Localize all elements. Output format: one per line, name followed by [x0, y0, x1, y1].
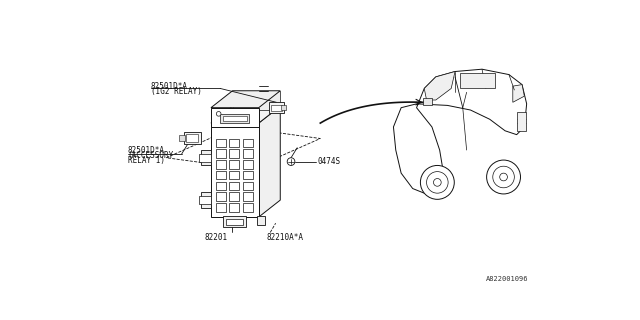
Polygon shape [259, 106, 280, 217]
Circle shape [427, 172, 448, 193]
Bar [230, 139, 239, 147]
Bar [243, 182, 253, 190]
Bar [216, 149, 227, 158]
Circle shape [420, 165, 454, 199]
Polygon shape [211, 108, 259, 127]
Bar [243, 149, 253, 158]
Bar [243, 171, 253, 179]
Polygon shape [201, 150, 211, 165]
Bar [271, 105, 282, 111]
Bar [281, 105, 285, 110]
Bar [422, 99, 432, 105]
Polygon shape [201, 192, 211, 208]
Text: (ACCESSORY: (ACCESSORY [128, 151, 174, 160]
Polygon shape [394, 69, 527, 196]
Polygon shape [424, 71, 455, 100]
Text: (IG2 RELAY): (IG2 RELAY) [151, 87, 202, 96]
Polygon shape [211, 123, 259, 217]
Bar [230, 160, 239, 169]
Circle shape [216, 112, 221, 116]
Bar [223, 116, 247, 121]
Text: 82201: 82201 [205, 233, 228, 242]
Bar [230, 171, 239, 179]
Circle shape [500, 173, 508, 181]
Bar [230, 192, 239, 201]
Bar [216, 160, 227, 169]
Text: A822001096: A822001096 [486, 276, 528, 282]
Bar [225, 219, 243, 225]
Bar [179, 135, 185, 141]
Bar [223, 216, 246, 227]
Bar [216, 171, 227, 179]
Text: 82501D*A: 82501D*A [151, 82, 188, 91]
Bar [198, 154, 211, 162]
Bar [243, 192, 253, 201]
Bar [243, 160, 253, 169]
Circle shape [486, 160, 520, 194]
Polygon shape [166, 127, 320, 169]
Text: 0474S: 0474S [317, 157, 340, 166]
Bar [243, 203, 253, 212]
Bar [243, 139, 253, 147]
Text: 82210A*A: 82210A*A [266, 233, 303, 242]
Bar [198, 196, 211, 204]
Text: RELAY 1): RELAY 1) [128, 156, 165, 165]
Bar [220, 114, 250, 123]
Bar [516, 112, 526, 131]
Bar [230, 182, 239, 190]
Circle shape [433, 179, 441, 186]
Polygon shape [513, 84, 524, 102]
Polygon shape [211, 91, 280, 108]
Bar [186, 134, 198, 141]
Bar [216, 139, 227, 147]
Bar [230, 203, 239, 212]
Bar [257, 215, 265, 225]
Text: 82501D*A: 82501D*A [128, 146, 165, 155]
Bar [460, 73, 495, 88]
Polygon shape [211, 106, 280, 123]
Bar [230, 149, 239, 158]
Bar [184, 132, 201, 144]
Bar [216, 203, 227, 212]
Circle shape [287, 158, 295, 165]
Bar [269, 102, 284, 113]
Bar [216, 192, 227, 201]
Bar [216, 182, 227, 190]
Circle shape [493, 166, 515, 188]
Polygon shape [232, 91, 280, 110]
